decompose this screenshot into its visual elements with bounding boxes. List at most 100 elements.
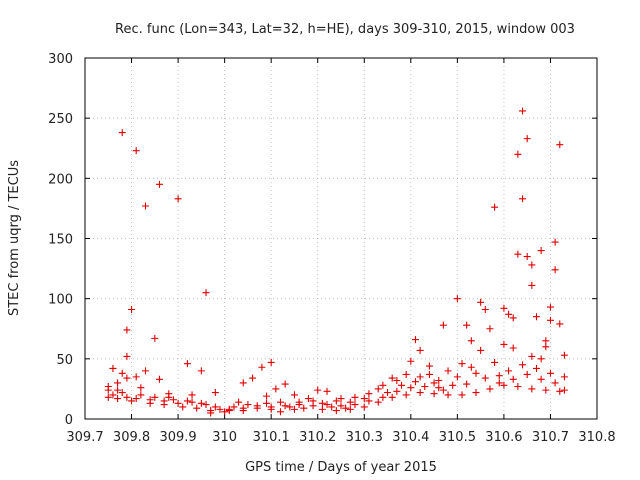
data-point (290, 405, 298, 413)
data-point (267, 358, 275, 366)
data-point (304, 395, 312, 403)
data-point (323, 387, 331, 395)
data-point (402, 370, 410, 378)
data-point (425, 362, 433, 370)
data-point (523, 370, 531, 378)
data-point (295, 401, 303, 409)
y-tick-label: 200 (48, 172, 73, 187)
data-point (546, 369, 554, 377)
data-point (244, 401, 252, 409)
data-point (519, 195, 527, 203)
data-point (430, 390, 438, 398)
data-point (458, 391, 466, 399)
data-point (142, 367, 150, 375)
data-point (472, 369, 480, 377)
data-point (379, 393, 387, 401)
data-point (179, 403, 187, 411)
data-point (556, 387, 564, 395)
y-axis-label: STEC from uqrg / TECUs (7, 160, 22, 316)
x-tick-label: 310 (212, 430, 237, 445)
data-point (458, 360, 466, 368)
data-point (523, 135, 531, 143)
data-point (276, 398, 284, 406)
data-point (281, 380, 289, 388)
data-point (360, 403, 368, 411)
data-point (276, 408, 284, 416)
data-point (486, 385, 494, 393)
x-tick-label: 310.8 (578, 430, 615, 445)
data-point (114, 379, 122, 387)
data-point (281, 402, 289, 410)
data-point (551, 238, 559, 246)
data-point (477, 346, 485, 354)
data-point (500, 340, 508, 348)
data-point (137, 391, 145, 399)
data-point (118, 369, 126, 377)
data-point (211, 389, 219, 397)
data-point (235, 398, 243, 406)
data-point (551, 379, 559, 387)
data-point (379, 381, 387, 389)
data-points (104, 107, 568, 417)
data-point (393, 387, 401, 395)
tick-layer: 309.7 309.8 309.9 310 310.1 310.2 310.3 310.4 31… (48, 52, 615, 445)
data-point (393, 376, 401, 384)
data-point (332, 397, 340, 405)
x-tick-label: 309.8 (113, 430, 150, 445)
data-point (123, 374, 131, 382)
data-point (183, 360, 191, 368)
data-point (411, 378, 419, 386)
data-point (253, 402, 261, 410)
data-point (197, 399, 205, 407)
data-point (519, 361, 527, 369)
data-point (290, 391, 298, 399)
data-point (174, 399, 182, 407)
data-point (453, 373, 461, 381)
data-point (155, 375, 163, 383)
x-tick-label: 310.3 (346, 430, 383, 445)
data-point (351, 401, 359, 409)
data-point (537, 375, 545, 383)
data-point (221, 408, 229, 416)
data-point (388, 374, 396, 382)
data-point (472, 389, 480, 397)
data-point (328, 403, 336, 411)
data-point (337, 402, 345, 410)
data-point (267, 403, 275, 411)
data-point (123, 352, 131, 360)
y-tick-label: 0 (65, 413, 73, 428)
data-point (435, 376, 443, 384)
x-tick-label: 310.2 (299, 430, 336, 445)
data-point (109, 391, 117, 399)
x-tick-label: 309.9 (159, 430, 196, 445)
data-point (435, 384, 443, 392)
data-point (202, 401, 210, 409)
x-axis-label: GPS time / Days of year 2015 (245, 460, 437, 475)
x-tick-label: 309.7 (66, 430, 103, 445)
data-point (514, 383, 522, 391)
data-point (346, 405, 354, 413)
data-point (528, 281, 536, 289)
data-point (500, 381, 508, 389)
data-point (546, 303, 554, 311)
data-point (263, 392, 271, 400)
data-point (481, 305, 489, 313)
data-point (523, 253, 531, 261)
data-point (323, 401, 331, 409)
data-point (286, 403, 294, 411)
data-point (416, 346, 424, 354)
data-point (365, 390, 373, 398)
data-point (495, 379, 503, 387)
data-point (132, 373, 140, 381)
y-tick-label: 50 (56, 353, 73, 368)
y-tick-label: 250 (48, 112, 73, 127)
data-point (509, 344, 517, 352)
data-point (542, 386, 550, 394)
data-point (421, 383, 429, 391)
data-point (467, 337, 475, 345)
data-point (481, 374, 489, 382)
y-tick-label: 150 (48, 233, 73, 248)
data-point (160, 397, 168, 405)
data-point (365, 397, 373, 405)
data-point (546, 316, 554, 324)
